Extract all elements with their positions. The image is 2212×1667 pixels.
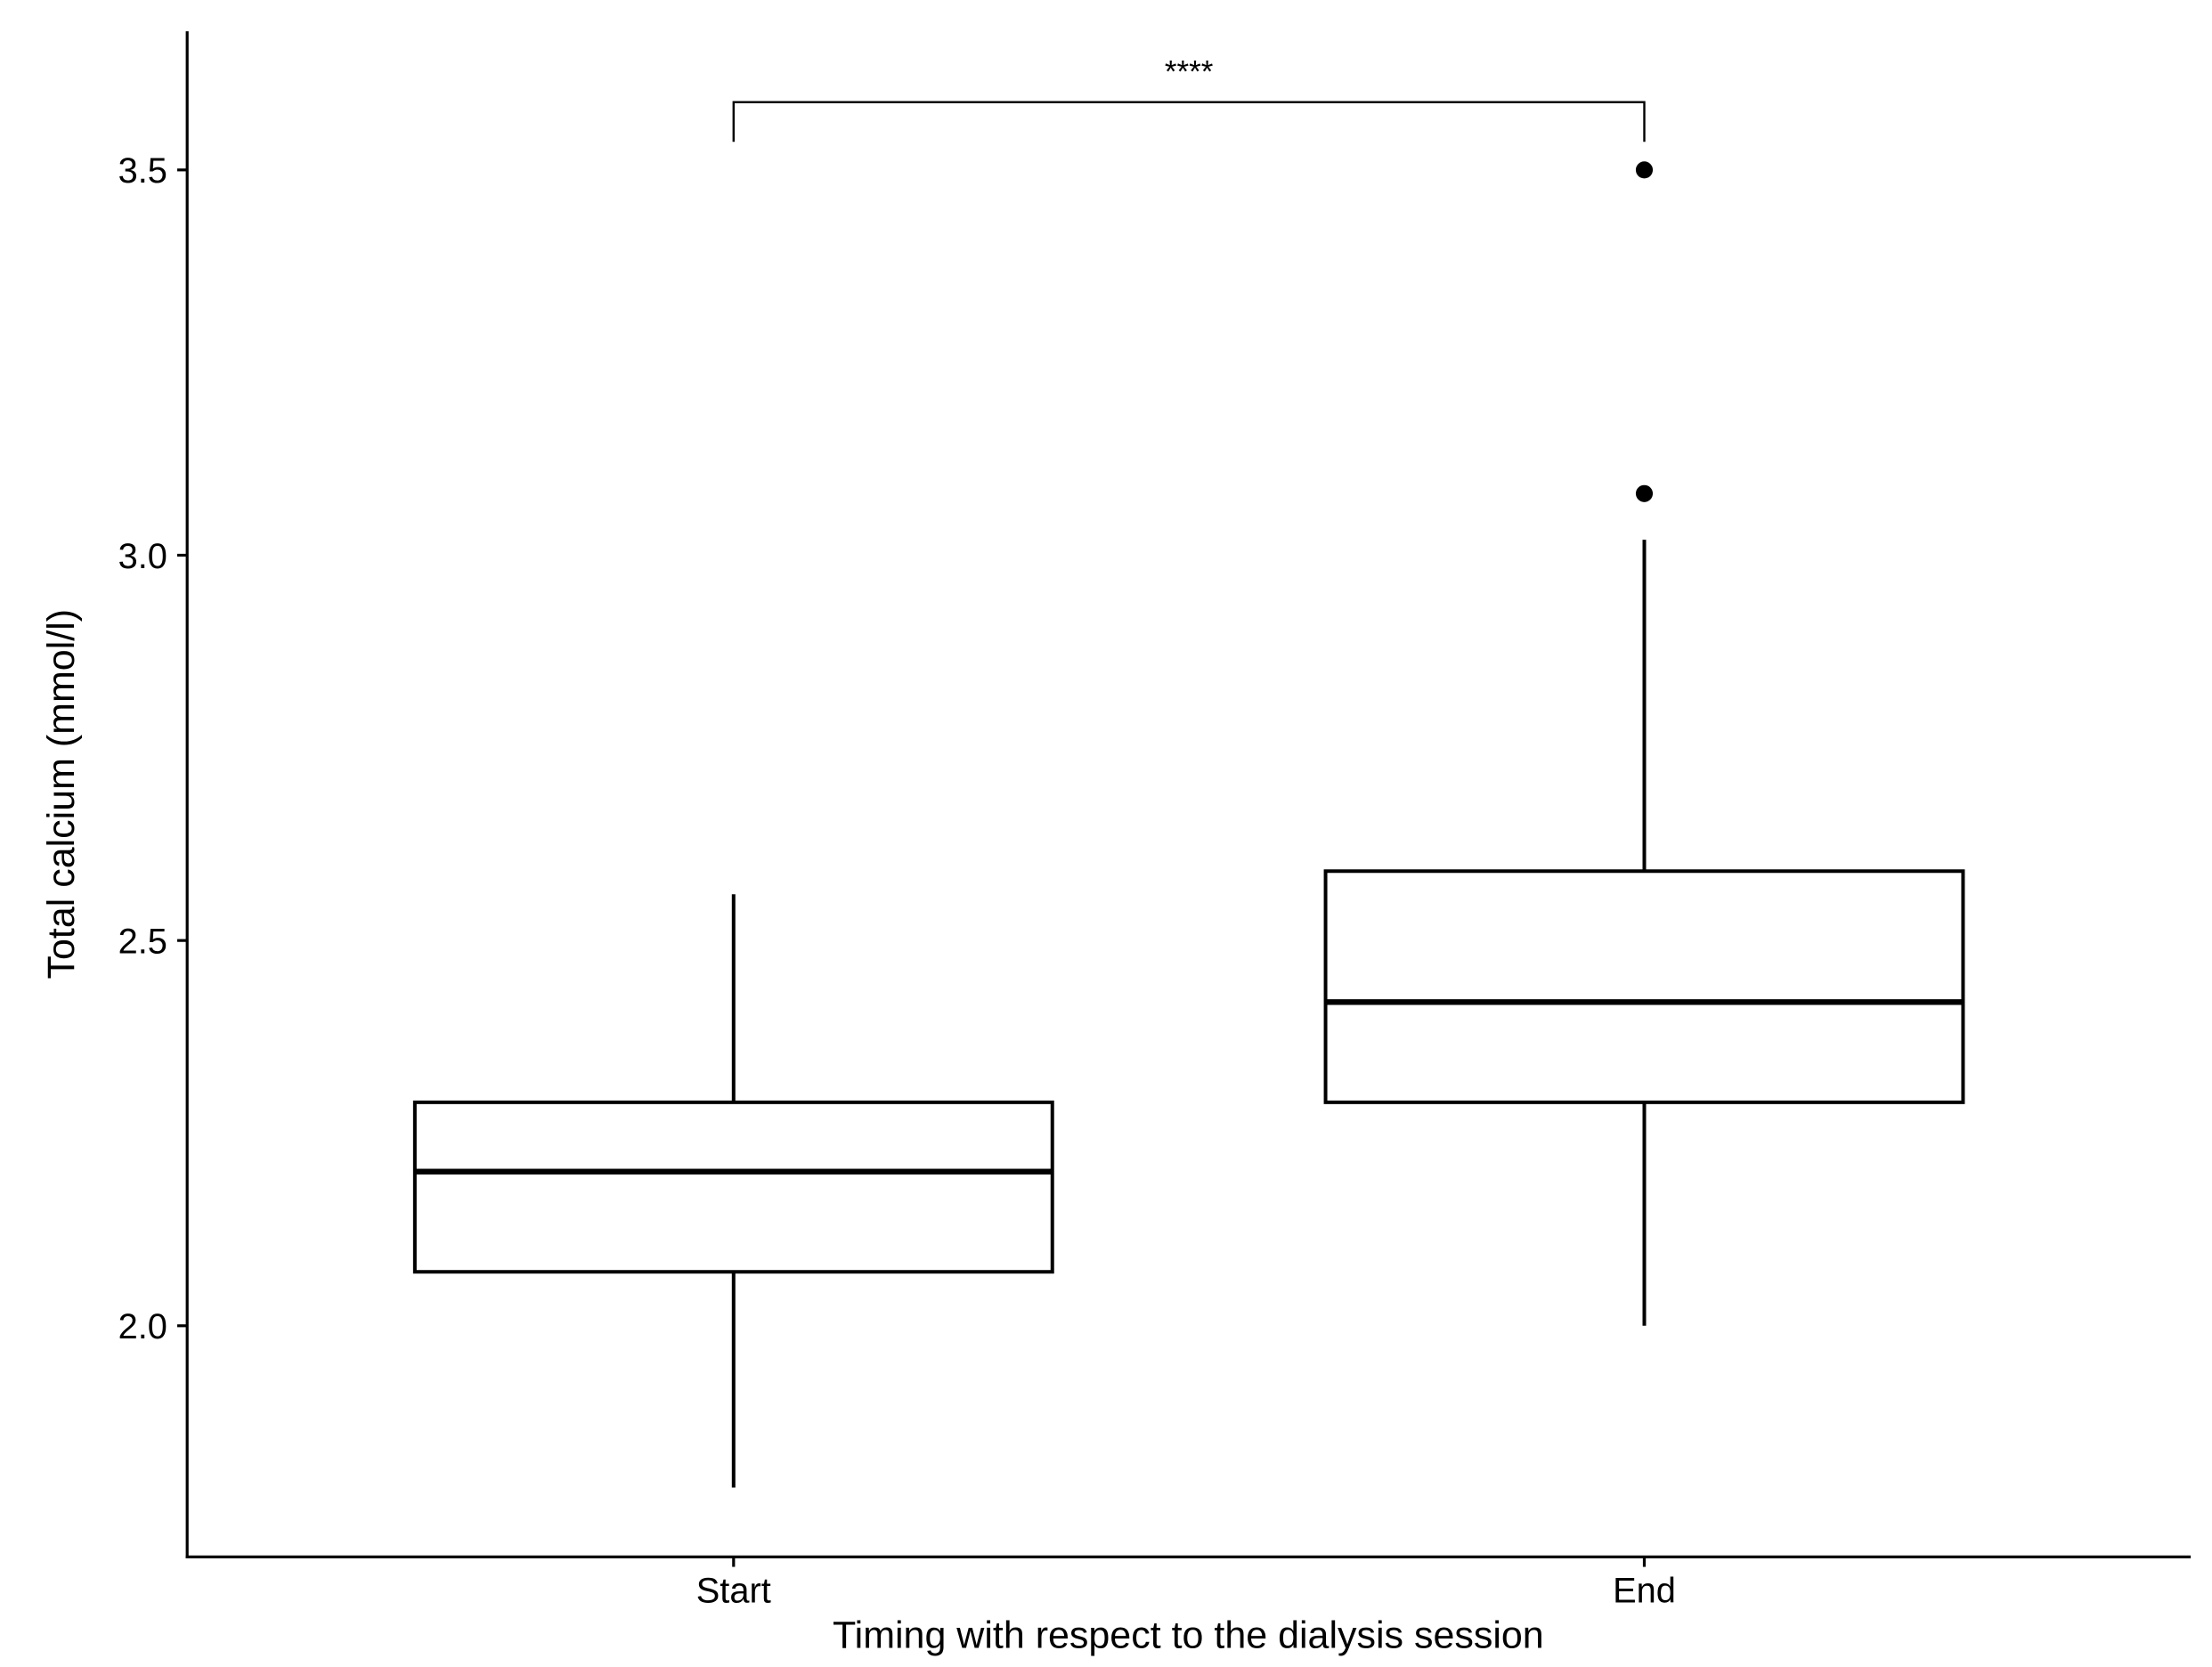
y-tick-label: 3.0	[118, 537, 167, 576]
y-tick-label: 2.0	[118, 1307, 167, 1346]
y-tick-label: 2.5	[118, 922, 167, 961]
box	[412, 1100, 1054, 1274]
y-tick-label: 3.5	[118, 151, 167, 191]
x-axis-title: Timing with respect to the dialysis sess…	[833, 1614, 1544, 1656]
y-axis-title: Total calcium (mmol/l)	[40, 609, 83, 980]
x-tick-label: Start	[696, 1571, 771, 1610]
x-tick-label: End	[1613, 1571, 1676, 1610]
box	[1323, 869, 1965, 1104]
outlier	[1635, 484, 1654, 502]
outlier	[1635, 161, 1654, 179]
significance-bracket	[732, 101, 1646, 142]
significance-label: ****	[1165, 54, 1214, 89]
